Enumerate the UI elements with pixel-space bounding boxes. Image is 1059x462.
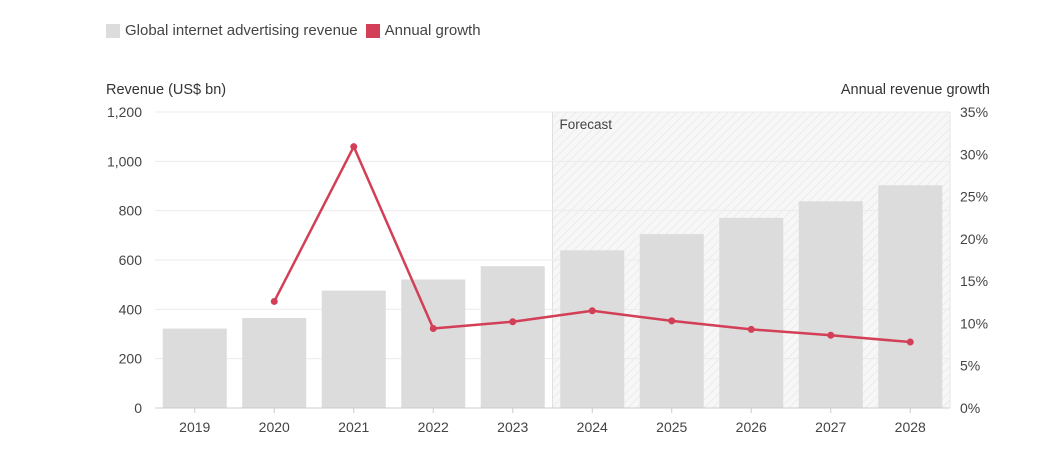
y-right-tick-label: 30% <box>960 146 988 162</box>
bar-2019 <box>162 328 227 408</box>
legend-swatch-revenue <box>106 23 120 38</box>
y-right-tick-label: 0% <box>960 400 980 416</box>
y-right-tick-label: 35% <box>960 104 988 120</box>
legend: Global internet advertising revenue Annu… <box>106 22 489 39</box>
x-tick-label-2020: 2020 <box>259 419 290 435</box>
y-right-tick-label: 25% <box>960 189 988 205</box>
y-right-tick-label: 20% <box>960 231 988 247</box>
x-tick-label-2027: 2027 <box>815 419 846 435</box>
y-left-tick-label: 1,200 <box>107 104 142 120</box>
growth-point-2022 <box>429 325 437 333</box>
y-left-tick-label: 200 <box>119 351 143 367</box>
growth-point-2024 <box>588 307 596 315</box>
y-right-tick-label: 10% <box>960 315 988 331</box>
legend-swatch-growth <box>365 23 380 38</box>
bar-2027 <box>798 201 863 408</box>
y-left-tick-label: 400 <box>119 301 143 317</box>
growth-point-2028 <box>906 338 914 346</box>
x-tick-label-2019: 2019 <box>179 419 210 435</box>
growth-point-2020 <box>270 297 278 305</box>
y-left-tick-label: 800 <box>119 203 143 219</box>
y-right-tick-label: 15% <box>960 273 988 289</box>
x-tick-label-2023: 2023 <box>497 419 528 435</box>
bar-2026 <box>719 217 784 408</box>
bar-2022 <box>401 279 466 408</box>
legend-item-revenue[interactable]: Global internet advertising revenue <box>106 22 358 39</box>
legend-item-growth[interactable]: Annual growth <box>365 22 481 39</box>
right-axis-title: Annual revenue growth <box>840 82 990 98</box>
x-tick-label-2028: 2028 <box>895 419 926 435</box>
x-tick-label-2022: 2022 <box>418 419 449 435</box>
growth-point-2023 <box>509 318 517 326</box>
x-tick-label-2025: 2025 <box>656 419 687 435</box>
x-tick-label-2024: 2024 <box>577 419 608 435</box>
forecast-label: Forecast <box>560 117 613 132</box>
y-left-tick-label: 1,000 <box>107 153 142 169</box>
growth-point-2026 <box>747 325 755 333</box>
bar-2021 <box>321 290 386 408</box>
y-left-tick-label: 0 <box>134 400 142 416</box>
bar-2023 <box>480 266 545 408</box>
left-axis-title: Revenue (US$ bn) <box>106 82 227 98</box>
growth-point-2025 <box>668 317 676 325</box>
bar-2020 <box>242 317 307 408</box>
growth-point-2027 <box>827 331 835 339</box>
legend-label-growth: Annual growth <box>384 22 481 39</box>
y-left-tick-label: 600 <box>119 252 143 268</box>
x-tick-label-2021: 2021 <box>338 419 369 435</box>
x-tick-label-2026: 2026 <box>736 419 767 435</box>
bar-2028 <box>878 185 943 408</box>
bar-2024 <box>560 250 625 408</box>
growth-point-2021 <box>350 143 358 151</box>
y-right-tick-label: 5% <box>960 358 980 374</box>
legend-label-revenue: Global internet advertising revenue <box>125 22 358 39</box>
